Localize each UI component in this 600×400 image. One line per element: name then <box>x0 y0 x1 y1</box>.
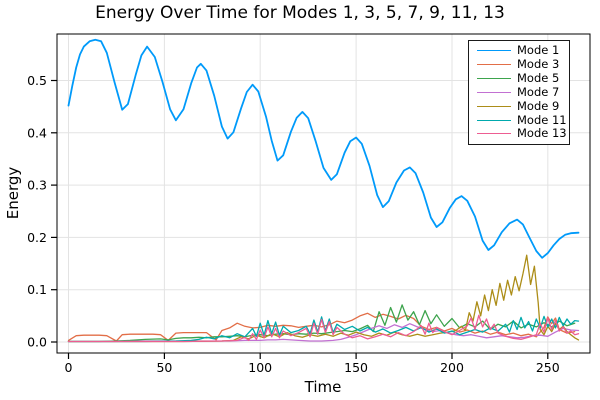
legend-label: Mode 7 <box>517 84 560 99</box>
x-tick-label: 100 <box>248 360 272 375</box>
legend-label: Mode 1 <box>517 43 560 58</box>
y-tick-label: 0.3 <box>27 178 47 193</box>
series-line-mode-11 <box>67 315 580 343</box>
legend-label: Mode 13 <box>517 126 567 141</box>
chart-title: Energy Over Time for Modes 1, 3, 5, 7, 9… <box>95 3 505 23</box>
legend-label: Mode 3 <box>517 57 560 72</box>
legend: Mode 1 Mode 3 Mode 5 Mode 7 Mode 9 Mode 11 Mod… <box>468 40 570 145</box>
y-tick-label: 0.1 <box>27 282 47 297</box>
legend-entry-mode-3: Mode 3 <box>469 58 569 71</box>
x-tick-label: 0 <box>65 360 73 375</box>
x-tick-label: 50 <box>156 360 172 375</box>
x-tick-label: 200 <box>440 360 464 375</box>
y-tick-label: 0.4 <box>27 125 47 140</box>
plot-frame <box>56 33 591 354</box>
y-tick-label: 0.0 <box>27 335 47 350</box>
legend-entry-mode-5: Mode 5 <box>469 72 569 85</box>
y-tick-label: 0.5 <box>27 73 47 88</box>
legend-entry-mode-9: Mode 9 <box>469 98 569 113</box>
legend-line-sample <box>477 64 511 66</box>
y-axis-label: Energy <box>4 166 22 220</box>
legend-line-sample <box>477 50 511 52</box>
legend-line-sample <box>477 91 511 93</box>
legend-line-sample <box>477 119 511 121</box>
x-axis-label: Time <box>304 378 342 396</box>
series-line-mode-13 <box>67 314 580 343</box>
legend-entry-mode-13: Mode 13 <box>469 127 569 140</box>
legend-label: Mode 11 <box>517 112 567 127</box>
series-line-mode-3 <box>67 312 576 342</box>
x-tick-label: 250 <box>536 360 560 375</box>
legend-line-sample <box>477 78 511 80</box>
legend-entry-mode-1: Mode 1 <box>469 44 569 57</box>
legend-entry-mode-11: Mode 11 <box>469 112 569 127</box>
legend-label: Mode 9 <box>517 98 560 113</box>
series-line-mode-7 <box>67 323 580 343</box>
legend-entry-mode-7: Mode 7 <box>469 84 569 99</box>
legend-line-sample <box>477 105 511 107</box>
series-line-mode-9 <box>67 254 580 343</box>
legend-label: Mode 5 <box>517 71 560 86</box>
series-line-mode-1 <box>67 38 580 259</box>
x-tick-label: 150 <box>344 360 368 375</box>
series-line-mode-5 <box>67 304 576 343</box>
y-tick-label: 0.2 <box>27 230 47 245</box>
legend-line-sample <box>477 133 511 135</box>
